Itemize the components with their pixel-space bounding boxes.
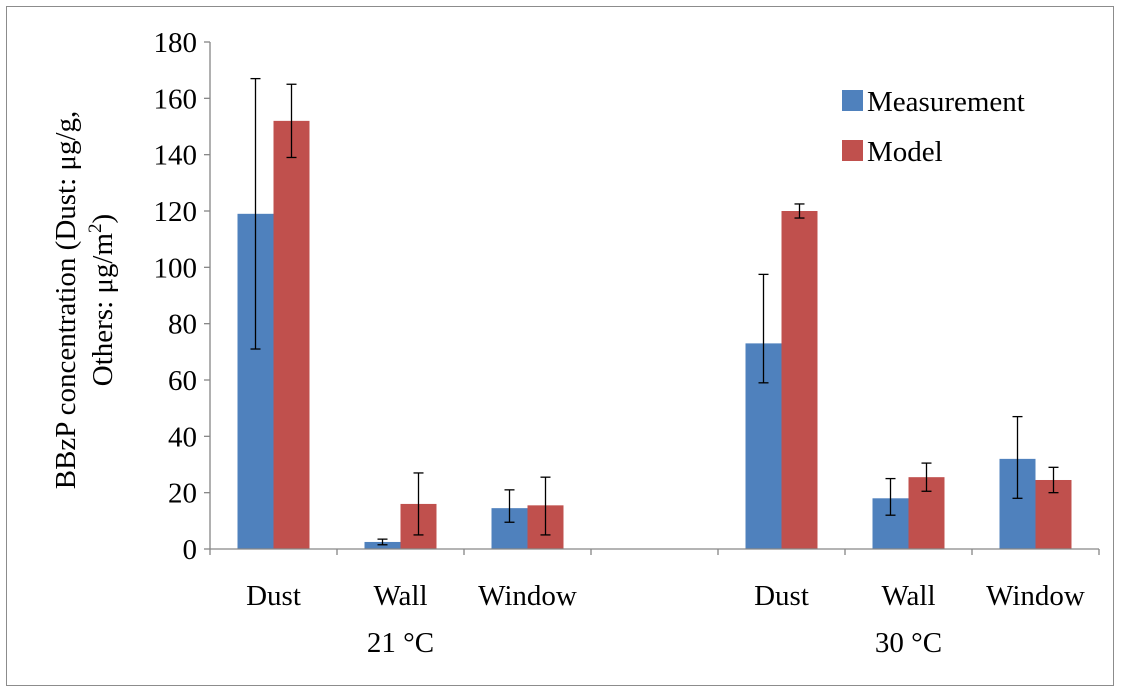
- error-bar-measurement-1: [377, 538, 388, 546]
- bar-model-0: [273, 120, 310, 549]
- y-tick-label-60: 60: [168, 365, 197, 397]
- x-category-label-3: Dust: [754, 580, 809, 612]
- y-tick-labels: 0 20 40 60 80 100 120 140 160 180: [154, 27, 198, 566]
- y-tick-label-100: 100: [154, 252, 198, 284]
- x-category-label-1: Wall: [373, 580, 427, 612]
- y-axis-label-line1: BBzP concentration (Dust: μg/g,: [50, 111, 82, 490]
- error-bar-measurement-2: [504, 489, 515, 523]
- bars-layer: [237, 120, 1072, 550]
- y-tick-label-160: 160: [154, 83, 198, 115]
- chart-frame: [6, 6, 1114, 686]
- y-tick-label-80: 80: [168, 309, 197, 341]
- error-bar-measurement-4: [885, 477, 896, 516]
- x-category-label-0: Dust: [246, 580, 301, 612]
- error-bar-model-2: [540, 476, 551, 536]
- y-axis-label-line2: Others: μg/m2): [85, 214, 119, 386]
- x-group-labels: 21 °C 30 °C: [367, 627, 942, 659]
- error-bar-measurement-0: [250, 77, 261, 350]
- y-axis-label-superscript: 2: [85, 223, 106, 233]
- x-category-label-4: Wall: [881, 580, 935, 612]
- y-tick-label-40: 40: [168, 421, 197, 453]
- x-category-label-5: Window: [986, 580, 1085, 612]
- x-group-label-0: 21 °C: [367, 627, 434, 659]
- error-bar-measurement-3: [758, 273, 769, 384]
- legend-label-model: Model: [867, 136, 943, 168]
- y-tick-label-20: 20: [168, 478, 197, 510]
- y-tick-label-180: 180: [154, 27, 198, 59]
- error-bar-model-4: [921, 462, 932, 492]
- legend-swatch-model: [842, 140, 863, 161]
- legend-swatch-measurement: [842, 90, 863, 111]
- y-tick-label-0: 0: [183, 534, 198, 566]
- legend: Measurement Model: [842, 86, 1025, 168]
- y-tick-label-120: 120: [154, 196, 198, 228]
- y-tick-label-140: 140: [154, 140, 198, 172]
- x-category-label-2: Window: [478, 580, 577, 612]
- axes-layer: [204, 41, 1100, 555]
- x-group-label-1: 30 °C: [875, 627, 942, 659]
- y-axis-label-line2-main: Others: μg/m: [87, 233, 119, 387]
- error-bar-model-0: [286, 83, 297, 159]
- legend-label-measurement: Measurement: [867, 86, 1025, 118]
- bar-measurement-1: [364, 541, 401, 549]
- error-bar-model-5: [1048, 466, 1059, 494]
- error-bars-layer: [250, 77, 1059, 546]
- y-axis-label-line2-end: ): [87, 214, 119, 224]
- error-bar-model-1: [413, 472, 424, 536]
- error-bar-measurement-5: [1012, 415, 1023, 499]
- x-category-labels: Dust Wall Window Dust Wall Window: [246, 580, 1085, 612]
- error-bar-model-3: [794, 203, 805, 219]
- bar-model-3: [781, 211, 818, 549]
